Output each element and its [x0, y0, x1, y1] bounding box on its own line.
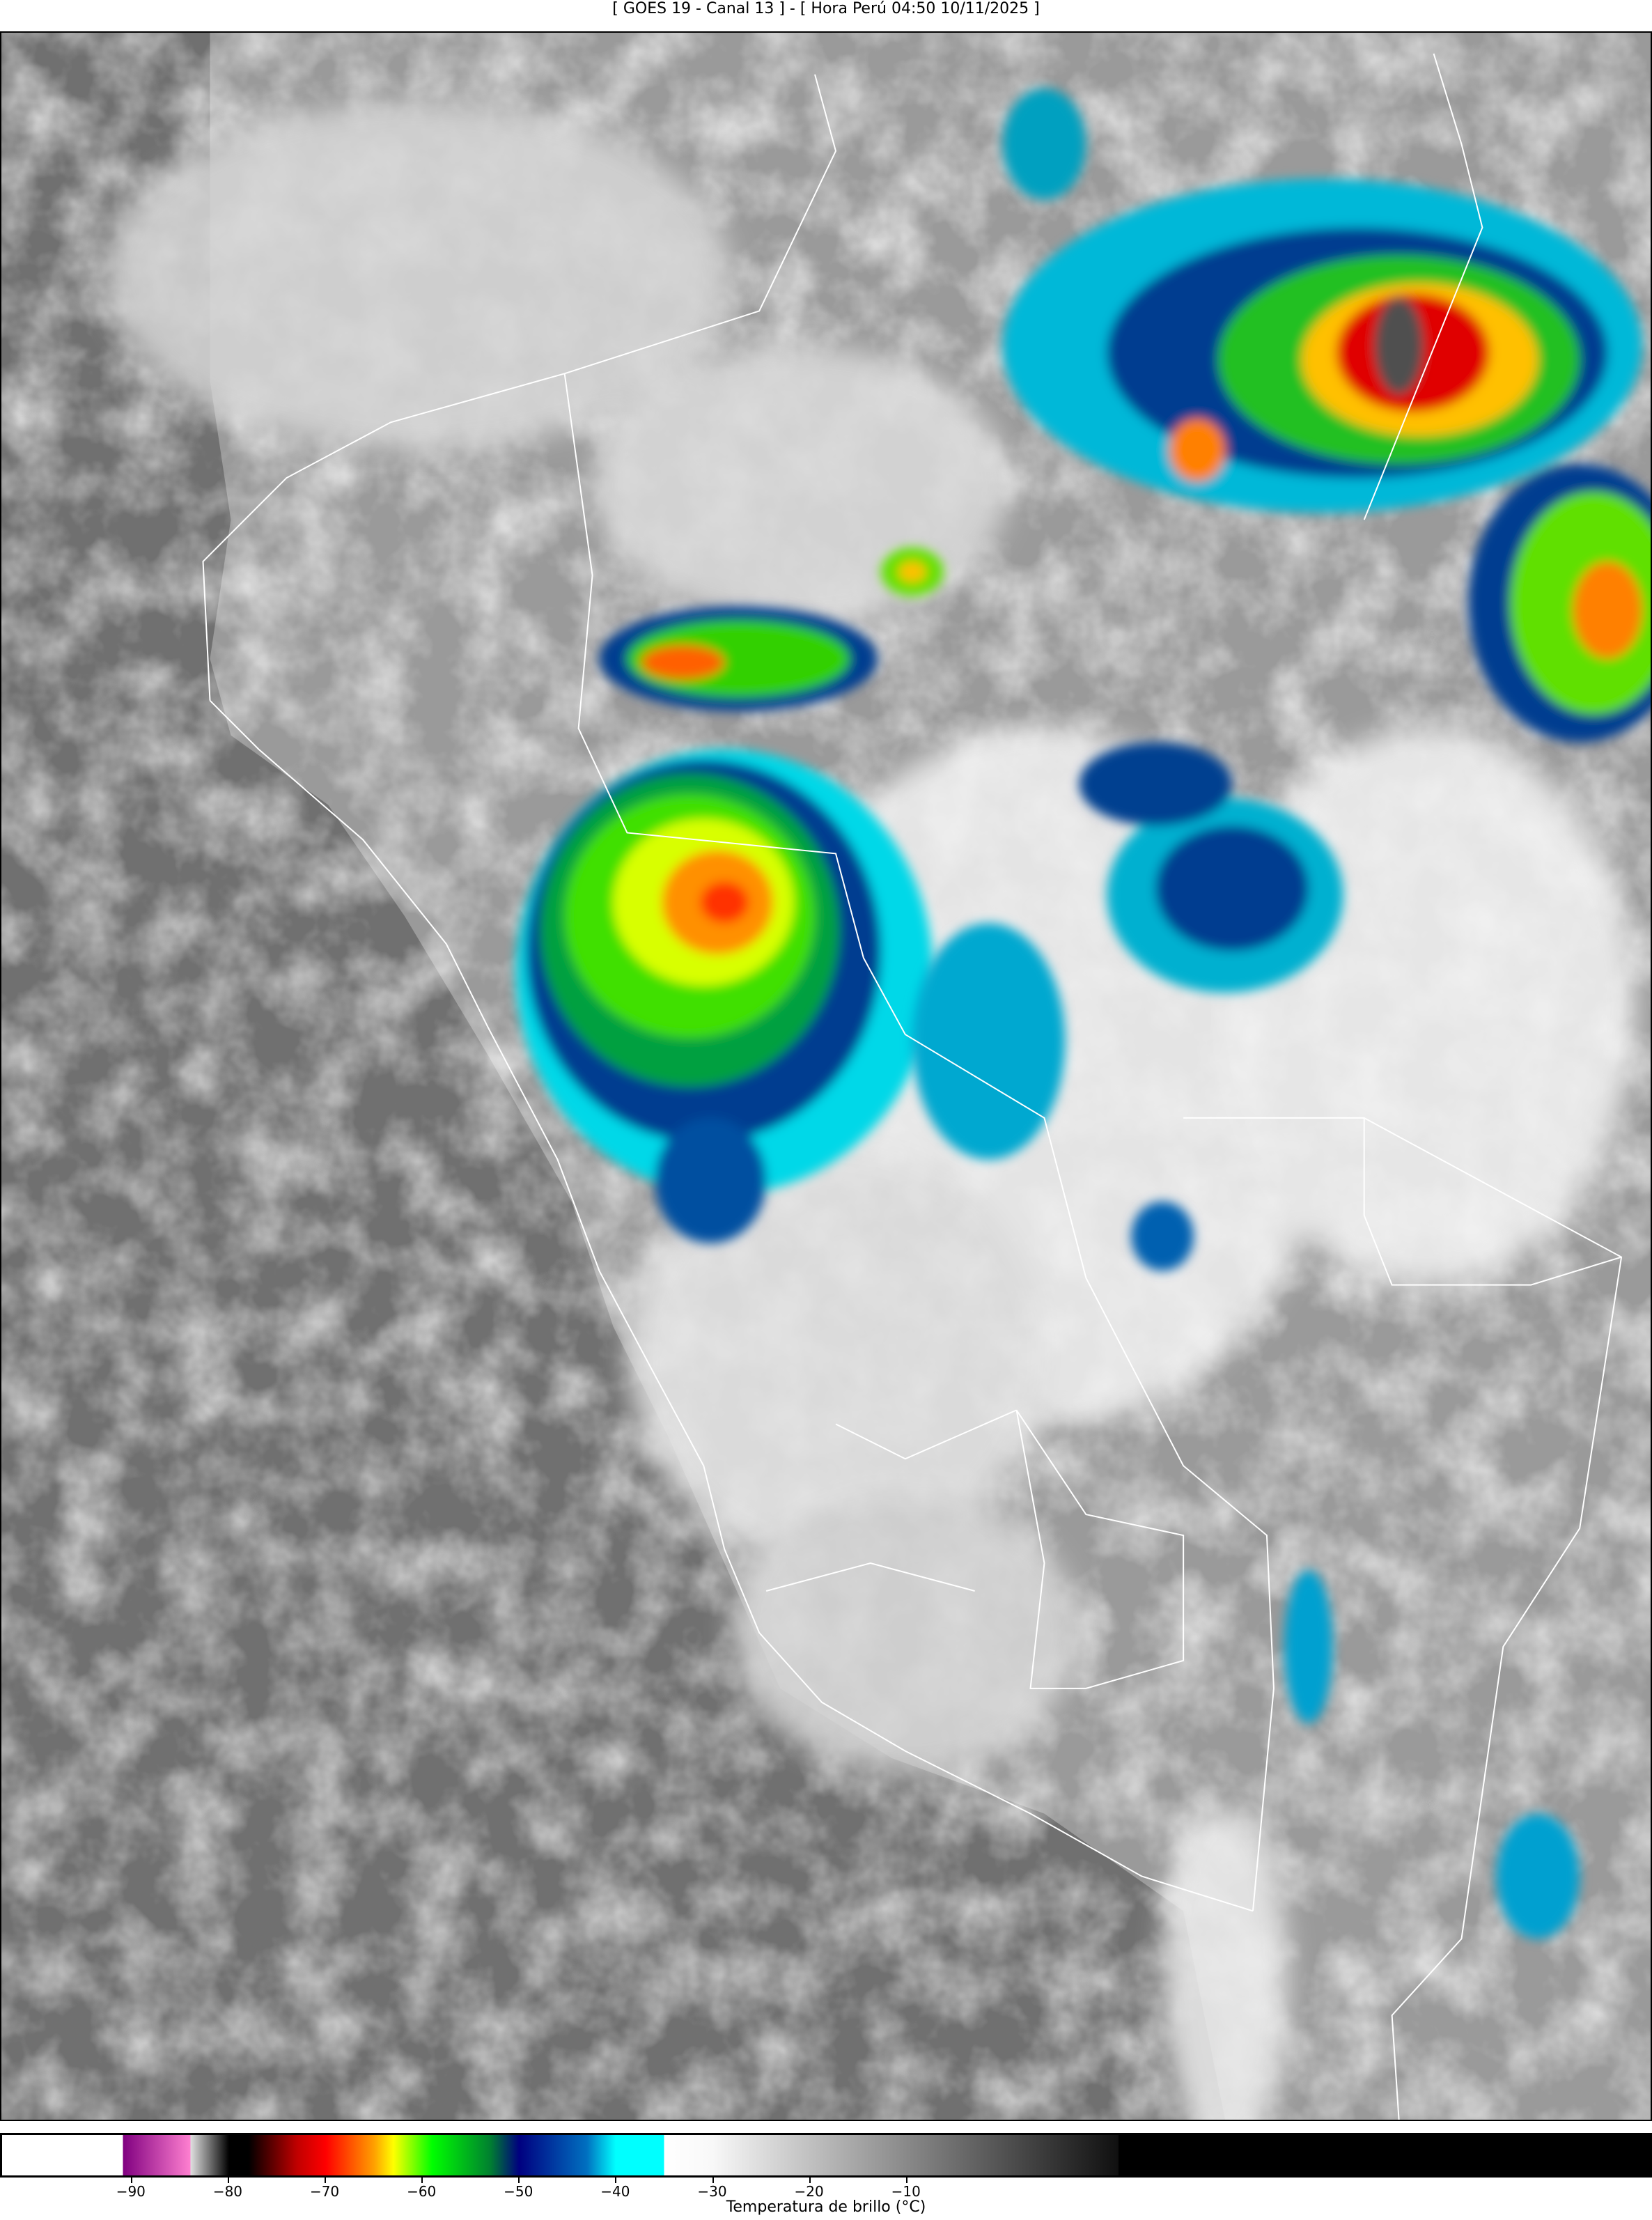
colorbar-tick: [130, 2178, 132, 2183]
colorbar-gradient: [2, 2135, 1650, 2175]
colorbar-tick-label: −50: [504, 2183, 533, 2200]
colorbar-tick-label: −90: [116, 2183, 146, 2200]
colorbar-label: Temperatura de brillo (°C): [726, 2198, 926, 2216]
colorbar-tick-label: −40: [600, 2183, 630, 2200]
colorbar-tick: [712, 2178, 714, 2183]
storm-east: [912, 742, 1580, 1939]
colorbar-tick-label: −30: [697, 2183, 727, 2200]
colorbar: [0, 2133, 1652, 2178]
storm-northeast: [1002, 88, 1651, 743]
storm-central: [515, 749, 933, 1243]
colorbar-tick: [518, 2178, 520, 2183]
colorbar-tick: [325, 2178, 327, 2183]
colorbar-tick: [421, 2178, 423, 2183]
political-borders: [202, 53, 1623, 2120]
storm-north-central: [599, 548, 944, 711]
colorbar-tick-label: −60: [407, 2183, 437, 2200]
colorbar-tick: [809, 2178, 811, 2183]
colorbar-tick-label: −80: [212, 2183, 243, 2200]
colorbar-tick-label: −70: [309, 2183, 340, 2200]
colorbar-ticks: −90 −80 −70 −60 −50 −40 −30 −20 −10: [0, 2178, 1652, 2205]
colorbar-tick-label: −10: [891, 2183, 921, 2200]
map-title: [ GOES 19 - Canal 13 ] - [ Hora Perú 04:…: [612, 0, 1040, 17]
colorbar-tick: [905, 2178, 907, 2183]
colorbar-tick: [227, 2178, 229, 2183]
satellite-map: [0, 31, 1652, 2121]
cloud-cover: [105, 102, 1636, 2120]
colorbar-tick: [615, 2178, 617, 2183]
colorbar-tick-label: −20: [794, 2183, 824, 2200]
